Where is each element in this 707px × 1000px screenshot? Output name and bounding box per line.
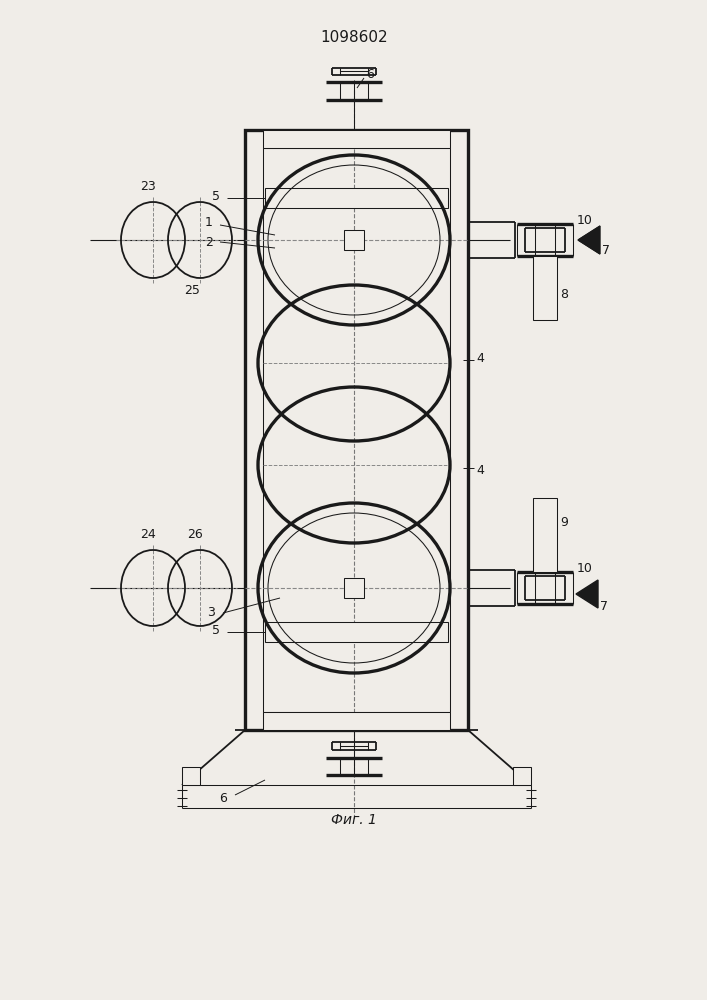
- Text: 26: 26: [187, 528, 203, 542]
- Text: 7: 7: [602, 243, 610, 256]
- Text: 10: 10: [577, 562, 593, 574]
- Text: 25: 25: [184, 284, 200, 296]
- Bar: [344, 578, 364, 598]
- Text: 9: 9: [560, 516, 568, 530]
- Text: 1098602: 1098602: [320, 30, 388, 45]
- Text: 7: 7: [600, 599, 608, 612]
- Bar: [263, 148, 450, 712]
- Bar: [245, 130, 468, 730]
- Bar: [263, 712, 450, 730]
- Bar: [182, 767, 200, 785]
- Text: 2: 2: [205, 235, 213, 248]
- Text: 23: 23: [140, 180, 156, 194]
- Text: 10: 10: [577, 214, 593, 227]
- Bar: [344, 230, 364, 250]
- Bar: [513, 767, 531, 785]
- Bar: [265, 188, 448, 208]
- Text: 3: 3: [207, 606, 215, 619]
- Text: 1: 1: [205, 216, 213, 229]
- Bar: [533, 256, 557, 320]
- Text: 8: 8: [560, 288, 568, 300]
- Text: 6: 6: [366, 68, 374, 82]
- Text: 6: 6: [219, 792, 227, 804]
- Bar: [533, 498, 557, 572]
- Polygon shape: [576, 580, 598, 608]
- Bar: [265, 622, 448, 642]
- Text: Фиг. 1: Фиг. 1: [331, 813, 377, 827]
- Text: 5: 5: [212, 624, 220, 637]
- Text: 24: 24: [140, 528, 156, 542]
- Bar: [263, 130, 450, 148]
- Text: 4: 4: [476, 352, 484, 364]
- Text: 4: 4: [476, 464, 484, 477]
- Text: 5: 5: [212, 190, 220, 202]
- Polygon shape: [578, 226, 600, 254]
